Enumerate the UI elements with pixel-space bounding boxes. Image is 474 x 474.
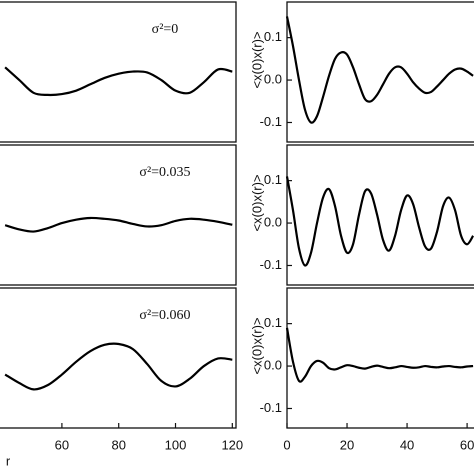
x-tick-label: 120	[221, 437, 243, 452]
y-tick-label: 0.0	[264, 357, 282, 372]
x-axis-label: r	[6, 453, 11, 468]
x-tick-label: 60	[460, 437, 474, 452]
y-tick-label: 0.0	[264, 214, 282, 229]
curve	[4, 66, 233, 97]
y-tick-label: 0.1	[264, 315, 282, 330]
panel-frame	[0, 287, 237, 429]
y-axis-label: <x(0)x(r)>	[249, 317, 264, 374]
x-tick-label: 20	[340, 437, 354, 452]
x-tick-label: 60	[55, 437, 69, 452]
panel-frame	[286, 144, 474, 286]
annotation: σ²=0	[152, 22, 179, 37]
panel-frame	[286, 287, 474, 429]
curve	[285, 327, 474, 383]
panel-frame	[286, 1, 474, 143]
y-tick-label: 0.1	[264, 29, 282, 44]
y-tick-label: -0.1	[260, 400, 282, 415]
annotation: σ²=0.035	[139, 165, 190, 180]
y-tick-label: -0.1	[260, 114, 282, 129]
panel-frame	[0, 144, 237, 286]
annotation: σ²=0.060	[139, 308, 190, 323]
y-axis-label: <x(0)x(r)>	[249, 31, 264, 88]
y-axis-label: <x(0)x(r)>	[249, 174, 264, 231]
curve	[4, 342, 233, 391]
y-tick-label: 0.1	[264, 172, 282, 187]
y-tick-label: 0.0	[264, 71, 282, 86]
curve	[285, 176, 474, 267]
y-tick-label: -0.1	[260, 257, 282, 272]
x-tick-label: 40	[400, 437, 414, 452]
x-tick-label: 80	[111, 437, 125, 452]
x-tick-label: 100	[165, 437, 187, 452]
curve	[285, 16, 474, 124]
curve	[4, 216, 233, 233]
x-tick-label: 0	[283, 437, 290, 452]
panel-frame	[0, 1, 237, 143]
